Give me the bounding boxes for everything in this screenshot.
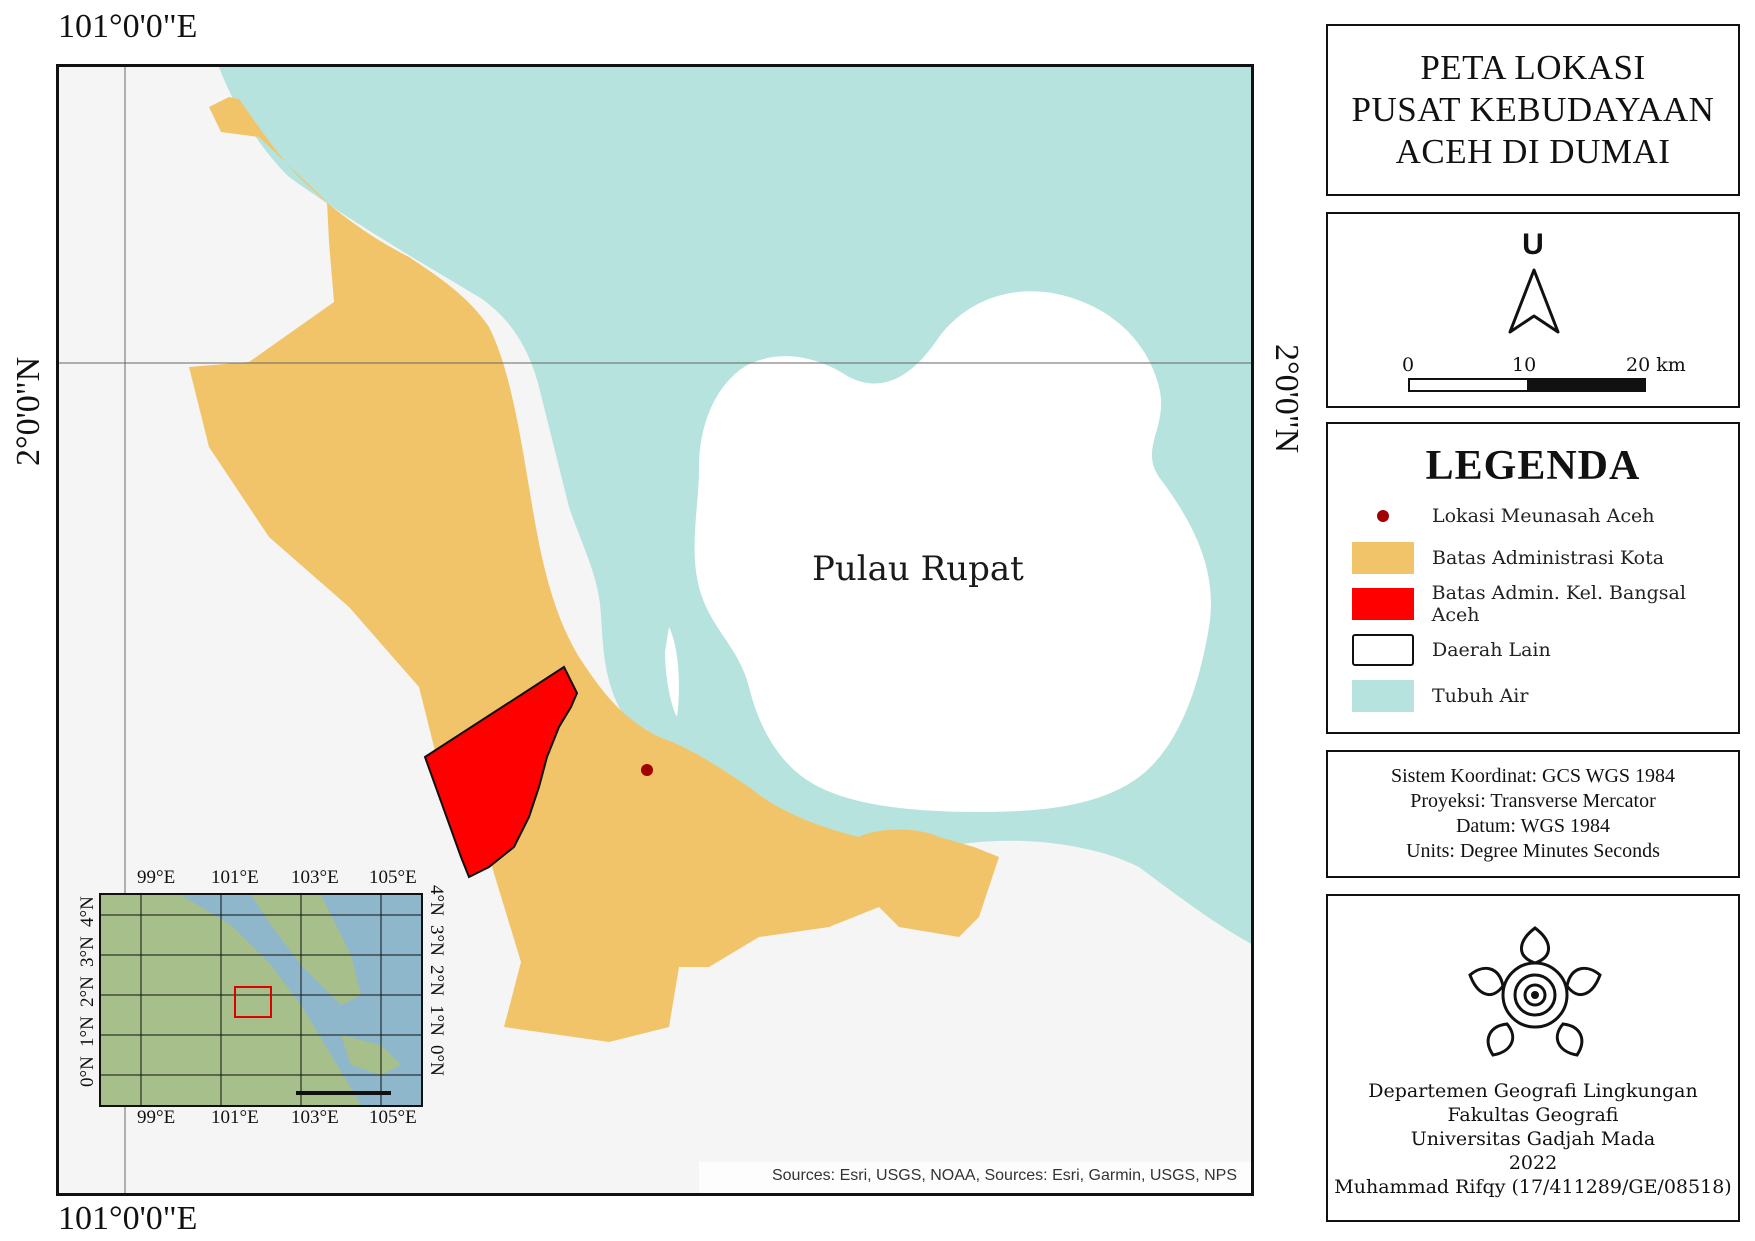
attribution-band (699, 1162, 1251, 1193)
coordinate-info-panel: Sistem Koordinat: GCS WGS 1984 Proyeksi:… (1326, 750, 1740, 878)
inset-map-canvas (101, 895, 421, 1105)
left-latitude-label: 2°0'0"N (10, 356, 47, 466)
legend-label: Batas Administrasi Kota (1432, 547, 1665, 569)
legend-city-swatch (1352, 542, 1414, 574)
inset-bottom-label-3: 105°E (369, 1107, 417, 1128)
scale-bar-black-segment (1527, 380, 1644, 390)
inset-bottom-label-2: 103°E (291, 1107, 339, 1128)
inset-map[interactable] (99, 893, 423, 1107)
inset-right-label-0: 4°N (426, 885, 447, 916)
legend-water-swatch (1352, 680, 1414, 712)
scale-label-0: 0 (1402, 354, 1415, 376)
scale-label-20km: 20 km (1626, 354, 1686, 376)
inset-bottom-label-0: 99°E (137, 1107, 176, 1128)
legend-item-other: Daerah Lain (1352, 634, 1551, 666)
inset-right-label-3: 1°N (426, 1005, 447, 1036)
inset-extent-box (234, 986, 272, 1018)
legend-label: Lokasi Meunasah Aceh (1432, 505, 1655, 527)
city-admin-area (189, 97, 999, 1042)
inset-grid (101, 895, 421, 1105)
map-attribution: Sources: Esri, USGS, NOAA, Sources: Esri… (771, 1167, 1237, 1184)
title-line: PETA LOKASI (1420, 48, 1646, 87)
credit-faculty: Fakultas Geografi (1447, 1104, 1619, 1126)
inset-scale-bar (296, 1091, 391, 1095)
title-panel: PETA LOKASI PUSAT KEBUDAYAAN ACEH DI DUM… (1326, 24, 1740, 196)
meunasah-aceh-point[interactable] (641, 764, 653, 776)
main-map[interactable]: Pulau Rupat Sources: Esri, USGS, NOAA, S… (56, 64, 1254, 1196)
credit-panel: Departemen Geografi Lingkungan Fakultas … (1326, 894, 1740, 1222)
inset-left-label-1: 3°N (77, 936, 98, 967)
inset-right-label-2: 2°N (426, 965, 447, 996)
north-arrow-panel: U 0 10 20 km (1326, 212, 1740, 408)
inset-top-label-3: 105°E (369, 867, 417, 888)
legend-point-swatch (1352, 500, 1414, 532)
pulau-rupat-label: Pulau Rupat (812, 549, 1024, 589)
legend-item-kelurahan: Batas Admin. Kel. Bangsal Aceh (1352, 582, 1738, 626)
right-latitude-label: 2°0'0"N (1268, 344, 1305, 454)
legend-other-swatch (1352, 634, 1414, 666)
inset-top-label-1: 101°E (211, 867, 259, 888)
inset-top-label-0: 99°E (137, 867, 176, 888)
ugm-logo-icon (1468, 926, 1602, 1057)
inset-top-label-2: 103°E (291, 867, 339, 888)
credit-year: 2022 (1508, 1152, 1558, 1174)
inset-left-label-3: 1°N (77, 1016, 98, 1047)
north-arrow-icon (1508, 268, 1560, 334)
info-line: Datum: WGS 1984 (1455, 815, 1611, 837)
scale-bar (1408, 378, 1646, 392)
small-island (665, 627, 679, 717)
north-letter: U (1522, 228, 1544, 261)
credit-university: Universitas Gadjah Mada (1410, 1128, 1656, 1150)
inset-left-label-0: 4°N (77, 896, 98, 927)
scale-bar-white-segment (1410, 380, 1528, 390)
inset-islands (341, 1035, 401, 1075)
legend-label: Batas Admin. Kel. Bangsal Aceh (1431, 582, 1686, 626)
inset-sumatra-land (101, 895, 361, 1105)
legend-panel: LEGENDA Lokasi Meunasah Aceh Batas Admin… (1326, 422, 1740, 734)
legend-label: Daerah Lain (1432, 639, 1551, 661)
map-canvas (59, 67, 1251, 1193)
scale-label-10: 10 (1512, 354, 1537, 376)
legend-kelurahan-swatch (1352, 588, 1414, 620)
bottom-longitude-label: 101°0'0"E (58, 1200, 198, 1237)
legend-title: LEGENDA (1425, 443, 1641, 489)
point-icon (1377, 510, 1389, 522)
inset-left-label-4: 0°N (77, 1056, 98, 1087)
pulau-rupat-island (694, 291, 1211, 812)
mainland-other (619, 1007, 1251, 1193)
info-line: Sistem Koordinat: GCS WGS 1984 (1390, 765, 1676, 787)
inset-malaysia-land (251, 895, 361, 1005)
inset-right-label-4: 0°N (426, 1045, 447, 1076)
title-line: ACEH DI DUMAI (1395, 132, 1671, 171)
title-line: PUSAT KEBUDAYAAN (1351, 90, 1715, 129)
legend-label: Tubuh Air (1432, 685, 1529, 707)
info-line: Proyeksi: Transverse Mercator (1410, 790, 1656, 812)
inset-bottom-label-1: 101°E (211, 1107, 259, 1128)
info-line: Units: Degree Minutes Seconds (1406, 840, 1660, 862)
credit-author: Muhammad Rifqy (17/411289/GE/08518) (1334, 1176, 1732, 1198)
credit-department: Departemen Geografi Lingkungan (1368, 1080, 1698, 1102)
legend-item-point: Lokasi Meunasah Aceh (1352, 500, 1654, 532)
inset-left-label-2: 2°N (77, 976, 98, 1007)
kelurahan-bangsal-aceh (423, 665, 579, 879)
legend-item-city: Batas Administrasi Kota (1352, 542, 1664, 574)
inset-right-label-1: 3°N (426, 925, 447, 956)
top-longitude-label: 101°0'0"E (58, 8, 198, 45)
legend-item-water: Tubuh Air (1352, 680, 1528, 712)
